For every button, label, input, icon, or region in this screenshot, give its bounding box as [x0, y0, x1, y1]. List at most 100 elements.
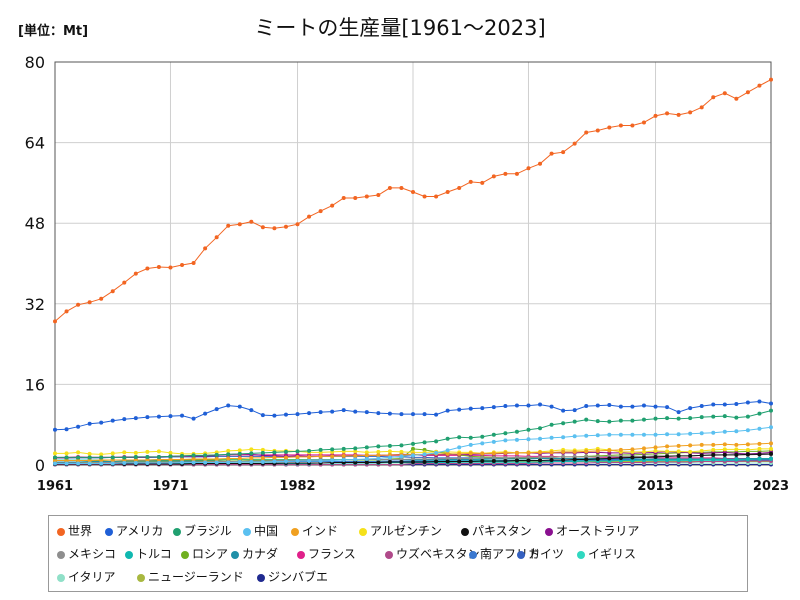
data-point	[237, 451, 242, 456]
data-point	[757, 399, 762, 404]
data-point	[364, 445, 369, 450]
legend-item: 南アフリカ	[469, 545, 540, 562]
data-point	[526, 166, 531, 171]
data-point	[526, 458, 531, 463]
data-point	[769, 408, 773, 413]
data-point	[538, 402, 543, 407]
data-point	[307, 454, 312, 459]
legend-label: インド	[302, 524, 339, 538]
data-point	[214, 452, 219, 457]
legend-item: ジンバブエ	[257, 568, 328, 585]
data-point	[191, 260, 196, 265]
data-point	[549, 450, 554, 455]
legend-item: アルゼンチン	[359, 522, 442, 539]
data-point	[734, 442, 739, 447]
data-point	[630, 447, 635, 452]
y-tick-label: 48	[25, 214, 45, 233]
data-point	[676, 457, 681, 462]
data-point	[411, 459, 415, 464]
data-point	[572, 434, 577, 439]
data-point	[665, 405, 670, 410]
y-tick-label: 16	[25, 375, 45, 394]
data-point	[538, 458, 543, 463]
data-point	[283, 224, 288, 229]
data-point	[318, 447, 323, 452]
data-point	[122, 455, 127, 460]
data-point	[734, 447, 739, 452]
data-point	[445, 451, 450, 456]
data-point	[307, 448, 312, 453]
legend-label: アメリカ	[116, 524, 164, 538]
data-point	[341, 408, 346, 413]
data-point	[145, 457, 150, 462]
series-lines	[53, 77, 773, 467]
data-point	[584, 404, 589, 409]
y-tick-label: 64	[25, 134, 45, 153]
data-point	[249, 455, 254, 460]
data-point	[133, 454, 138, 459]
data-point	[514, 171, 519, 176]
data-point	[584, 417, 589, 422]
data-point	[283, 455, 288, 460]
data-point	[757, 83, 762, 88]
data-point	[745, 442, 750, 447]
data-point	[722, 414, 727, 419]
data-point	[734, 415, 739, 420]
legend-item: 世界	[57, 522, 92, 539]
legend-marker	[181, 550, 189, 559]
data-point	[457, 407, 462, 412]
data-point	[457, 459, 462, 464]
data-point	[468, 442, 473, 447]
legend-label: イギリス	[588, 547, 637, 561]
data-point	[769, 77, 773, 82]
x-tick-label: 1961	[37, 479, 73, 494]
grid-lines	[54, 61, 772, 466]
data-point	[665, 457, 670, 462]
data-point	[607, 125, 612, 130]
legend-marker	[57, 527, 65, 536]
data-point	[561, 421, 566, 426]
data-point	[364, 456, 369, 461]
data-point	[110, 451, 115, 456]
data-point	[364, 460, 369, 465]
data-point	[491, 451, 496, 456]
data-point	[665, 416, 670, 421]
data-point	[260, 450, 265, 455]
legend-item: イタリア	[57, 568, 116, 585]
data-point	[445, 448, 450, 453]
data-point	[122, 417, 127, 422]
data-point	[87, 458, 92, 463]
data-point	[641, 403, 646, 408]
data-point	[307, 411, 312, 416]
data-point	[445, 459, 450, 464]
data-point	[133, 457, 138, 462]
data-point	[168, 450, 173, 455]
data-point	[445, 189, 450, 194]
data-point	[87, 461, 92, 466]
data-point	[745, 90, 750, 95]
data-point	[676, 432, 681, 437]
data-point	[526, 437, 531, 442]
unit-label: [単位：Mt]	[18, 24, 89, 39]
data-point	[491, 405, 496, 410]
data-point	[745, 447, 750, 452]
legend-label: ウズベキスタン	[396, 547, 480, 561]
data-point	[653, 416, 658, 421]
data-point	[422, 440, 427, 445]
data-point	[133, 271, 138, 276]
legend-marker	[257, 573, 265, 582]
data-point	[514, 458, 519, 463]
data-point	[572, 449, 577, 454]
data-point	[584, 449, 589, 454]
data-point	[711, 457, 716, 462]
data-point	[653, 454, 658, 459]
data-point	[110, 418, 115, 423]
data-point	[399, 443, 404, 448]
data-point	[249, 459, 254, 464]
data-point	[260, 225, 265, 230]
data-point	[549, 422, 554, 427]
data-point	[399, 412, 404, 417]
legend-marker	[105, 527, 113, 536]
legend-item: トルコ	[125, 545, 172, 562]
